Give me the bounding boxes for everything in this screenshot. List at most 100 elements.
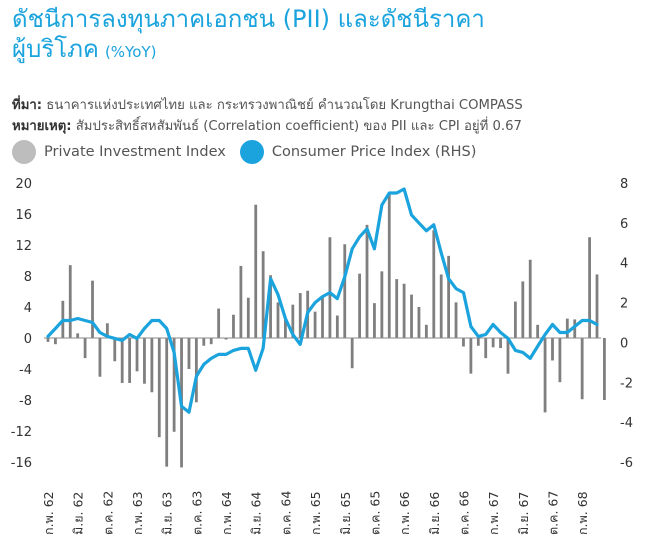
x-axis-tick-label: มิ.ย. 65: [338, 492, 353, 535]
left-axis-tick-label: 8: [24, 270, 32, 285]
pii-bar: [83, 338, 87, 359]
legend: Private Investment Index Consumer Price …: [12, 138, 490, 166]
left-axis-tick-label: 20: [15, 177, 32, 192]
pii-bar: [506, 338, 510, 374]
pii-bar: [284, 319, 287, 338]
pii-bar: [113, 338, 117, 362]
pii-bar: [521, 281, 525, 338]
right-axis-tick-label: 0: [620, 336, 628, 351]
right-axis-tick-label: 4: [620, 257, 628, 272]
pii-bar: [454, 302, 458, 338]
source-text: ธนาคารแห่งประเทศไทย และ กระทรวงพาณิชย์ ค…: [42, 98, 523, 113]
pii-bar: [373, 303, 376, 338]
pii-bar: [143, 338, 146, 384]
pii-bar: [476, 338, 480, 346]
pii-bar: [298, 293, 302, 338]
x-axis-tick-label: ต.ค. 64: [278, 491, 293, 535]
left-axis-tick-label: -4: [19, 363, 32, 378]
pii-bar: [165, 338, 169, 467]
pii-bar: [380, 271, 384, 338]
pii-bar: [603, 338, 606, 400]
pii-bar: [269, 275, 272, 338]
pii-bar: [187, 338, 191, 369]
left-axis-tick-label: -12: [11, 425, 32, 440]
pii-bar: [462, 338, 465, 347]
pii-bar: [180, 338, 183, 468]
pii-bar: [128, 338, 132, 383]
note-text: สัมประสิทธิ์สหสัมพันธ์ (Correlation coef…: [71, 119, 522, 134]
pii-bar: [528, 259, 532, 338]
title-line-2: ผู้บริโภค (%YoY): [12, 34, 642, 67]
pii-bar: [328, 237, 332, 338]
pii-bar: [387, 193, 391, 338]
x-axis-tick-label: ก.พ. 68: [575, 491, 590, 535]
x-axis-tick-label: ก.พ. 62: [41, 491, 56, 535]
x-axis-tick-label: ต.ค. 67: [545, 491, 560, 535]
pii-bar: [98, 338, 102, 377]
pii-bar: [76, 333, 80, 338]
chart-title: ดัชนีการลงทุนภาคเอกชน (PII) และดัชนีราคา…: [12, 4, 642, 67]
x-axis-tick-label: ก.พ. 67: [486, 491, 501, 535]
pii-bar: [580, 338, 584, 400]
title-unit: (%YoY): [104, 43, 157, 61]
x-axis-tick-label: ต.ค. 63: [189, 491, 204, 535]
pii-bar: [358, 273, 361, 338]
x-axis-tick-label: ก.พ. 66: [397, 491, 412, 535]
pii-bar: [573, 319, 577, 338]
x-axis-tick-label: ก.พ. 65: [308, 491, 323, 535]
pii-bar: [543, 338, 547, 413]
legend-swatch-cpi: [239, 140, 264, 164]
x-axis-tick-label: ต.ค. 66: [456, 491, 471, 535]
x-axis-tick-label: มิ.ย. 62: [71, 492, 86, 535]
right-axis-tick-label: -4: [620, 416, 633, 431]
pii-bar: [491, 338, 495, 348]
pii-bar: [202, 338, 206, 346]
pii-bar: [232, 314, 235, 338]
pii-bar: [291, 304, 295, 338]
right-axis-tick-label: 2: [620, 297, 628, 312]
pii-bar: [321, 296, 324, 338]
pii-bar: [217, 308, 221, 338]
legend-item-cpi: Consumer Price Index (RHS): [239, 140, 476, 164]
x-axis-tick-label: ต.ค. 65: [367, 491, 382, 535]
pii-bar: [417, 307, 421, 338]
pii-bar: [254, 204, 258, 338]
pii-bar: [224, 338, 228, 340]
x-axis-tick-label: ต.ค. 62: [100, 491, 115, 535]
pii-bar: [306, 290, 310, 338]
pii-bar: [365, 224, 369, 338]
pii-bar: [536, 324, 540, 338]
left-axis-tick-label: 0: [24, 332, 32, 347]
x-axis-tick-label: ก.พ. 64: [219, 491, 234, 535]
source-label: ที่มา:: [12, 98, 43, 113]
legend-swatch-pii: [12, 140, 36, 164]
left-axis-tick-label: -16: [11, 456, 32, 471]
pii-bar: [54, 338, 57, 345]
right-axis-tick-label: -2: [620, 376, 633, 391]
pii-bar: [350, 338, 354, 369]
pii-bar: [595, 274, 599, 338]
pii-bar: [588, 237, 591, 338]
pii-bar: [439, 274, 443, 338]
pii-bar: [484, 338, 488, 359]
pii-bar: [157, 338, 161, 438]
pii-bar: [343, 244, 347, 338]
legend-item-pii: Private Investment Index: [12, 140, 226, 164]
pii-bar: [513, 301, 517, 338]
pii-bar: [558, 338, 562, 383]
source-note: ที่มา: ธนาคารแห่งประเทศไทย และ กระทรวงพา…: [12, 94, 523, 115]
pii-bar: [335, 315, 339, 338]
pii-bar: [61, 300, 65, 338]
pii-bar: [424, 324, 428, 338]
pii-bar: [402, 283, 406, 338]
pii-bar: [276, 302, 280, 338]
pii-bar: [261, 251, 265, 338]
pii-bar: [410, 294, 413, 338]
pii-bar: [432, 230, 436, 338]
pii-bar: [68, 265, 72, 338]
pii-bar: [120, 338, 124, 383]
pii-bar: [239, 265, 243, 338]
pii-bar: [91, 280, 94, 338]
title-line-2-text: ผู้บริโภค: [12, 35, 99, 63]
pii-bar: [469, 338, 473, 374]
